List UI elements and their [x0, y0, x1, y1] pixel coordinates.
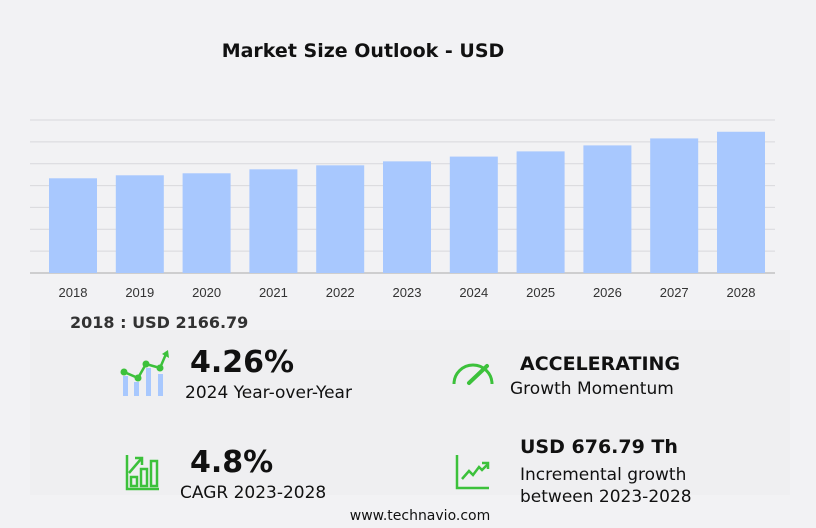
trend-line-icon: [455, 455, 490, 490]
cagr-value: 4.8%: [190, 445, 274, 480]
growth-chart-icon: [120, 350, 169, 396]
bar-2018: [49, 178, 97, 273]
x-tick-label: 2025: [526, 285, 555, 300]
yoy-label: 2024 Year-over-Year: [185, 383, 352, 403]
x-tick-label: 2027: [660, 285, 689, 300]
bar-2026: [583, 145, 632, 273]
momentum-label: Growth Momentum: [510, 379, 674, 399]
bar-2021: [249, 169, 298, 273]
x-tick-label: 2019: [125, 285, 154, 300]
x-tick-label: 2018: [59, 285, 88, 300]
x-tick-label: 2022: [326, 285, 355, 300]
footer-url[interactable]: www.technavio.com: [349, 508, 491, 524]
bar-2025: [516, 151, 565, 273]
x-tick-label: 2028: [727, 285, 756, 300]
bar-2020: [182, 173, 231, 273]
chart-title: Market Size Outlook - USD: [221, 40, 505, 62]
incremental-value: USD 676.79 Th: [520, 436, 678, 458]
speedometer-icon: [452, 363, 494, 385]
bar-2023: [383, 161, 431, 273]
cagr-chart-icon: [125, 455, 159, 491]
bar-2022: [316, 165, 365, 273]
incremental-label-2: between 2023-2028: [520, 487, 692, 507]
x-tick-label: 2026: [593, 285, 622, 300]
first-year-value: 2018 : USD 2166.79: [70, 313, 249, 332]
bar-2019: [115, 175, 164, 273]
x-tick-label: 2021: [259, 285, 288, 300]
x-tick-label: 2023: [393, 285, 422, 300]
bar-2024: [449, 156, 498, 273]
momentum-value: ACCELERATING: [520, 353, 681, 375]
bar-2028: [717, 131, 765, 273]
bar-chart: 2018 2019 2020 2021 2022 2023 2024 2025 2026 2027…: [30, 119, 775, 300]
x-tick-label: 2024: [459, 285, 488, 300]
yoy-value: 4.26%: [190, 345, 295, 380]
cagr-label: CAGR 2023-2028: [180, 483, 327, 503]
incremental-label-1: Incremental growth: [520, 465, 687, 485]
x-tick-label: 2020: [192, 285, 221, 300]
bar-2027: [650, 138, 699, 273]
